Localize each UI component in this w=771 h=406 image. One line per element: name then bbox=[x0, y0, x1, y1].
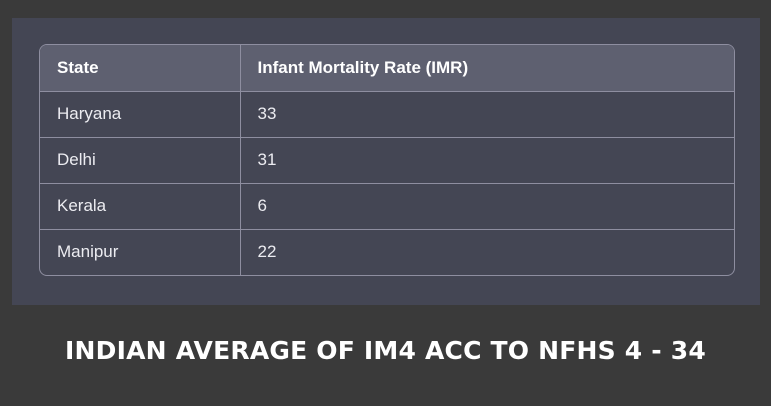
column-header-imr: Infant Mortality Rate (IMR) bbox=[240, 45, 734, 92]
imr-cell: 33 bbox=[240, 91, 734, 138]
state-cell: Haryana bbox=[40, 91, 241, 138]
imr-cell: 22 bbox=[257, 242, 277, 262]
imr-table: State Infant Mortality Rate (IMR) Haryan… bbox=[40, 45, 734, 275]
table-row: Manipur 22 bbox=[40, 229, 734, 275]
table-row: Haryana 33 bbox=[40, 91, 734, 138]
footer-caption: INDIAN AVERAGE OF IM4 ACC TO NFHS 4 - 34 bbox=[65, 336, 706, 365]
table-header-row: State Infant Mortality Rate (IMR) bbox=[40, 45, 734, 92]
table-row: Delhi 31 bbox=[40, 137, 734, 184]
column-header-state: State bbox=[40, 45, 241, 92]
state-cell: Manipur bbox=[40, 229, 241, 275]
imr-cell: 31 bbox=[240, 137, 734, 184]
table-row: Kerala 6 bbox=[40, 183, 734, 230]
imr-cell: 6 bbox=[240, 183, 734, 230]
state-cell: Delhi bbox=[40, 137, 241, 184]
imr-table-container: State Infant Mortality Rate (IMR) Haryan… bbox=[39, 44, 735, 276]
state-cell: Kerala bbox=[40, 183, 241, 230]
content-panel: State Infant Mortality Rate (IMR) Haryan… bbox=[12, 18, 760, 305]
